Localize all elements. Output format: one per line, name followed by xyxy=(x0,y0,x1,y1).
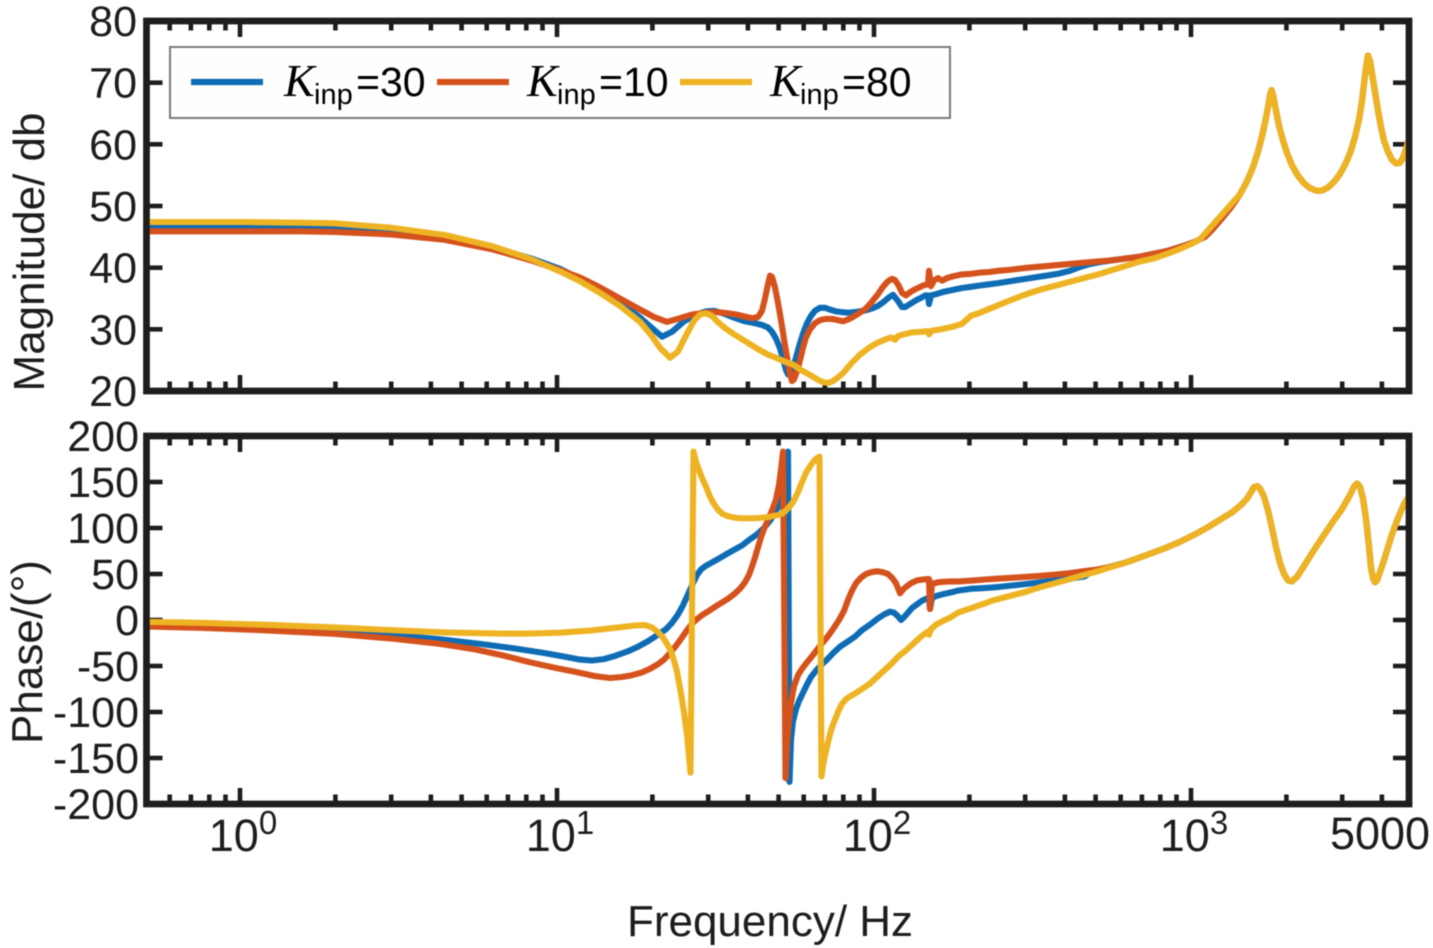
svg-text:=30: =30 xyxy=(356,59,426,105)
svg-text:70: 70 xyxy=(89,60,137,108)
svg-text:K: K xyxy=(526,55,560,106)
svg-text:5000: 5000 xyxy=(1330,808,1430,859)
svg-text:Phase/(°): Phase/(°) xyxy=(3,560,52,744)
svg-text:150: 150 xyxy=(67,459,139,507)
svg-text:-100: -100 xyxy=(53,689,139,737)
svg-text:200: 200 xyxy=(67,413,139,461)
svg-text:100: 100 xyxy=(67,505,139,553)
svg-text:inp: inp xyxy=(314,79,353,111)
svg-text:Magnitude/ db: Magnitude/ db xyxy=(5,113,54,392)
svg-text:K: K xyxy=(283,55,317,106)
svg-text:K: K xyxy=(769,55,803,106)
svg-text:60: 60 xyxy=(89,121,137,169)
svg-text:30: 30 xyxy=(89,306,137,354)
svg-text:0: 0 xyxy=(115,597,139,645)
svg-text:=80: =80 xyxy=(842,59,912,105)
svg-text:Frequency/ Hz: Frequency/ Hz xyxy=(627,897,913,946)
svg-text:-150: -150 xyxy=(53,735,139,783)
svg-text:inp: inp xyxy=(557,79,596,111)
svg-text:50: 50 xyxy=(91,551,139,599)
svg-text:inp: inp xyxy=(800,79,839,111)
svg-text:-200: -200 xyxy=(53,781,139,829)
svg-text:50: 50 xyxy=(89,183,137,231)
svg-text:-50: -50 xyxy=(77,643,139,691)
svg-text:=10: =10 xyxy=(599,59,669,105)
svg-text:80: 80 xyxy=(89,0,137,46)
svg-text:40: 40 xyxy=(89,245,137,293)
svg-text:20: 20 xyxy=(89,368,137,416)
